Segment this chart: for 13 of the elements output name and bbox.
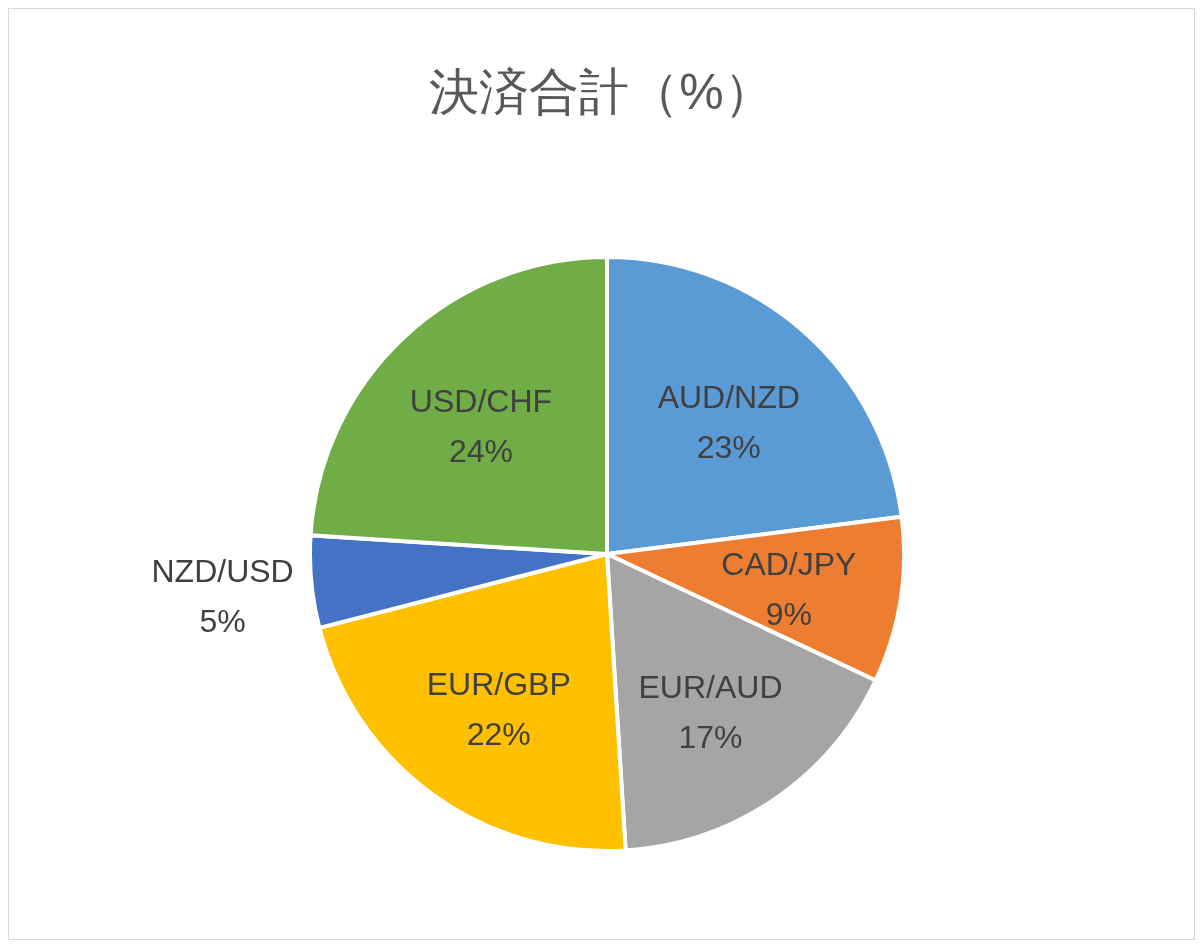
slice-label: USD/CHF	[409, 382, 553, 419]
data-label: 24%	[448, 432, 513, 469]
slice-label: EUR/GBP	[426, 665, 571, 702]
slice-label: AUD/NZD	[657, 378, 800, 415]
data-label: 17%	[678, 719, 743, 756]
chart-title: 決済合計（%）	[428, 63, 775, 122]
data-label: 22%	[466, 715, 531, 752]
data-label: 23%	[696, 428, 761, 465]
data-label: 9%	[765, 595, 812, 632]
slice-label: EUR/AUD	[638, 669, 783, 706]
slice-label: NZD/USD	[151, 553, 294, 590]
slice-label: CAD/JPY	[721, 545, 857, 582]
data-label: 5%	[199, 603, 246, 640]
